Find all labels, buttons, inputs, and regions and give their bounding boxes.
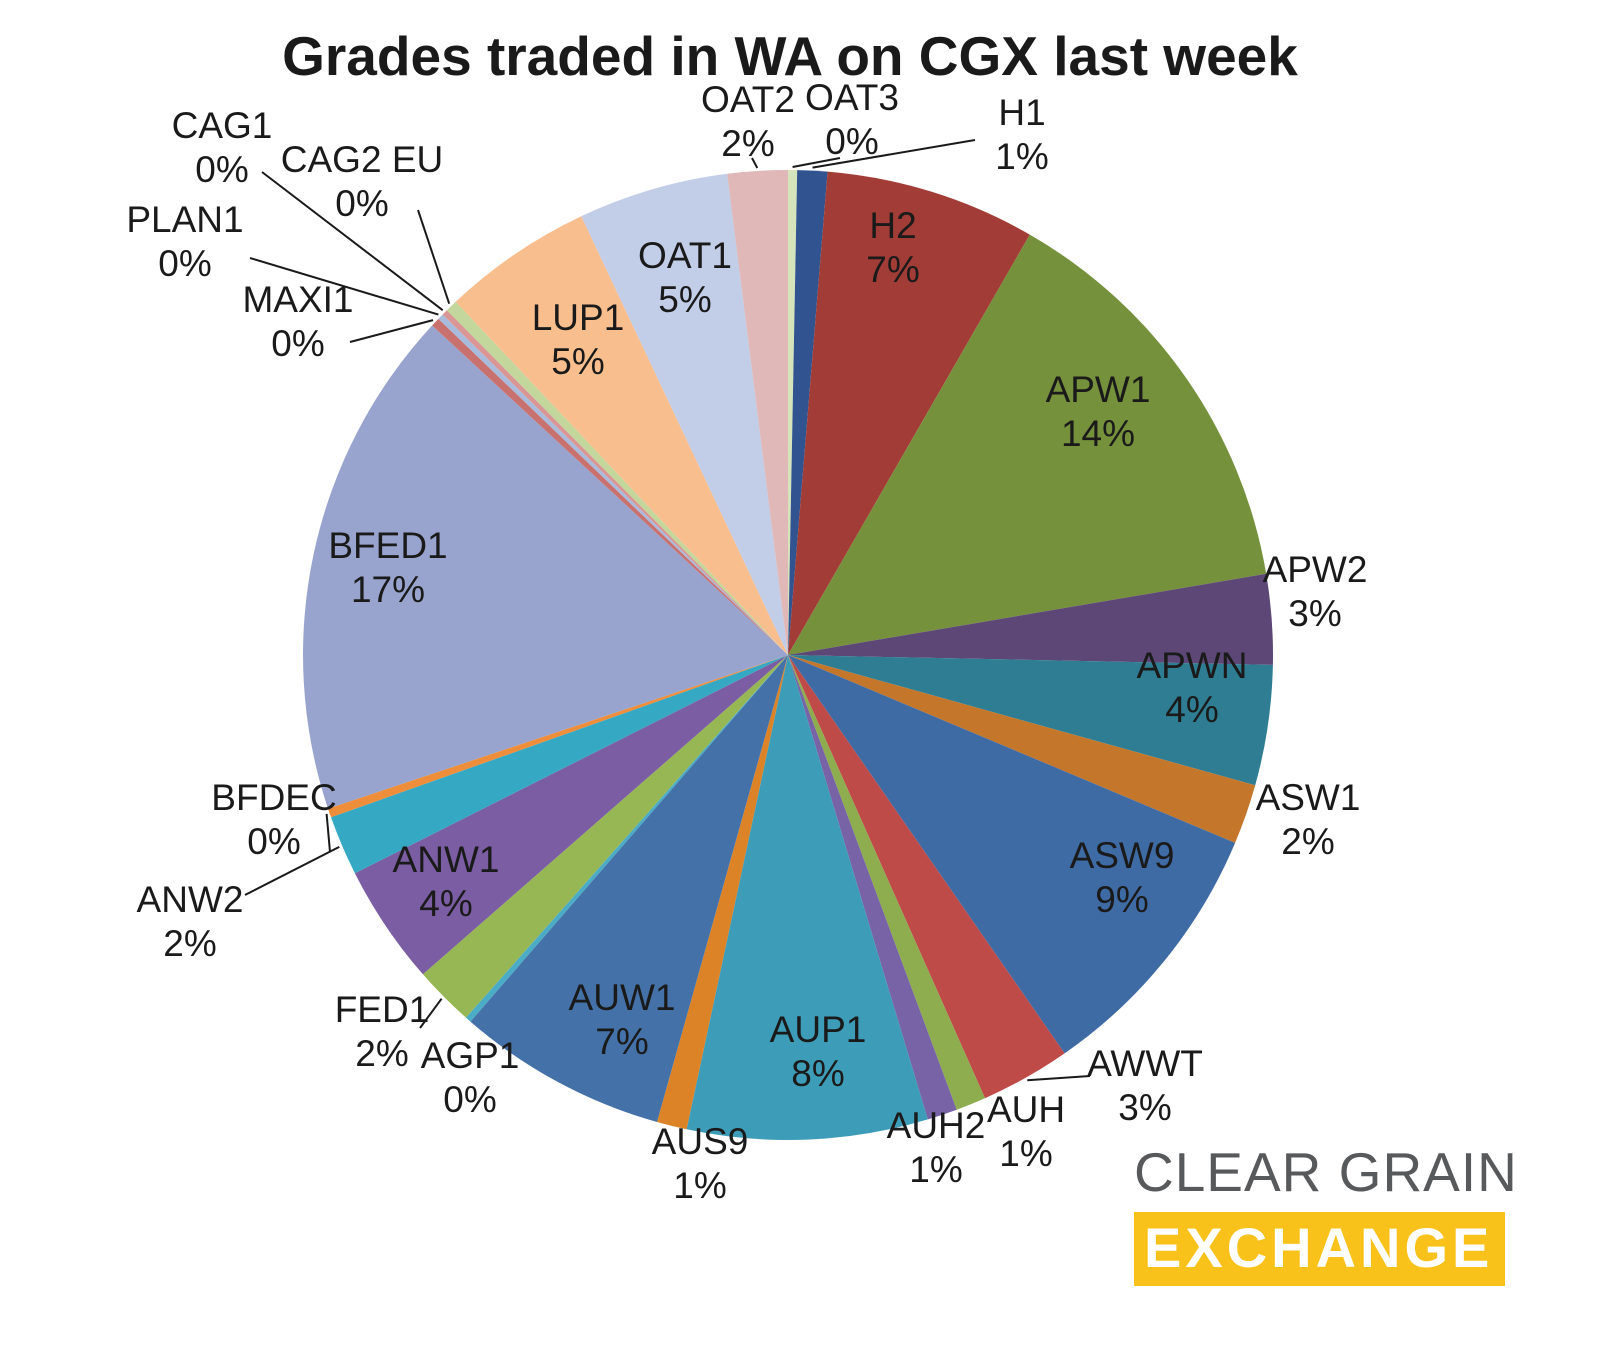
pie-slice-bfed1 bbox=[303, 325, 788, 809]
slice-label-pct-cag1: 0% bbox=[195, 149, 248, 190]
pie-slice-agp1 bbox=[465, 655, 788, 1022]
slice-label-name-h2: H2 bbox=[869, 205, 916, 246]
pie-slice-oat2 bbox=[727, 169, 788, 656]
slice-label-pct-agp1: 0% bbox=[443, 1079, 496, 1120]
slice-label-name-oat3: OAT3 bbox=[805, 77, 899, 118]
cgx-logo: CLEAR GRAIN EXCHANGE bbox=[1134, 1140, 1534, 1286]
slice-label-pct-apw2: 3% bbox=[1288, 593, 1341, 634]
slice-label-name-maxi1: MAXI1 bbox=[242, 279, 353, 320]
pie-slice-anw2 bbox=[331, 655, 788, 874]
slice-label-name-bfed1: BFED1 bbox=[328, 525, 447, 566]
slice-label-pct-oat2: 2% bbox=[721, 123, 774, 164]
leader-line-bfdec bbox=[325, 813, 331, 853]
leader-line-h1 bbox=[812, 139, 976, 169]
pie-slice-apw1 bbox=[788, 234, 1267, 655]
slice-label-name-asw1: ASW1 bbox=[1256, 777, 1361, 818]
pie-slice-h2 bbox=[788, 171, 1030, 655]
logo-text-exchange: EXCHANGE bbox=[1134, 1212, 1506, 1286]
slice-label-name-agp1: AGP1 bbox=[421, 1035, 520, 1076]
slice-label-pct-oat3: 0% bbox=[825, 121, 878, 162]
pie-slice-bfdec bbox=[328, 655, 788, 818]
slice-label-name-awwt: AWWT bbox=[1087, 1043, 1203, 1084]
pie-slice-anw1 bbox=[354, 655, 788, 975]
slice-label-pct-maxi1: 0% bbox=[271, 323, 324, 364]
slice-label-name-auh2: AUH2 bbox=[887, 1105, 986, 1146]
slice-label-pct-awwt: 3% bbox=[1118, 1087, 1171, 1128]
pie-slice-apwn bbox=[788, 655, 1273, 786]
leader-line-oat2 bbox=[751, 157, 759, 169]
slice-label-name-anw2: ANW2 bbox=[137, 879, 244, 920]
slice-label-pct-lup1: 5% bbox=[551, 341, 604, 382]
slice-label-pct-aus9: 1% bbox=[673, 1165, 726, 1206]
slice-label-pct-cag2-eu: 0% bbox=[335, 183, 388, 224]
slice-label-name-lup1: LUP1 bbox=[532, 297, 625, 338]
slice-label-pct-apwn: 4% bbox=[1165, 689, 1218, 730]
pie-slice-cag2-eu bbox=[446, 301, 788, 655]
slice-label-name-oat1: OAT1 bbox=[638, 235, 732, 276]
slice-label-pct-anw2: 2% bbox=[163, 923, 216, 964]
slice-label-name-auh: AUH bbox=[987, 1089, 1065, 1130]
slice-label-name-auw1: AUW1 bbox=[569, 977, 676, 1018]
pie-slice-cag1 bbox=[442, 310, 788, 655]
slice-label-pct-h2: 7% bbox=[866, 249, 919, 290]
slice-label-name-cag2-eu: CAG2 EU bbox=[281, 139, 443, 180]
pie-slice-apw2 bbox=[788, 573, 1274, 665]
pie-slice-fed1 bbox=[422, 655, 788, 1018]
pie-slice-auw1 bbox=[470, 655, 788, 1122]
slice-label-pct-aup1: 8% bbox=[791, 1053, 844, 1094]
slice-label-name-bfdec: BFDEC bbox=[211, 777, 336, 818]
pie-slice-awwt bbox=[788, 655, 1065, 1099]
pie-slice-plan1 bbox=[438, 314, 788, 655]
pie-slice-aup1 bbox=[686, 655, 928, 1141]
slice-label-pct-asw9: 9% bbox=[1095, 879, 1148, 920]
leader-line-oat3 bbox=[792, 157, 841, 168]
slice-label-name-plan1: PLAN1 bbox=[126, 199, 243, 240]
slice-label-pct-plan1: 0% bbox=[158, 243, 211, 284]
slice-label-name-anw1: ANW1 bbox=[393, 839, 500, 880]
leader-line-fed1 bbox=[419, 998, 443, 1029]
pie-slice-asw9 bbox=[788, 655, 1236, 1054]
chart-title: Grades traded in WA on CGX last week bbox=[282, 25, 1298, 87]
slice-label-name-fed1: FED1 bbox=[335, 989, 430, 1030]
leader-line-awwt bbox=[1027, 1075, 1091, 1082]
slice-label-name-oat2: OAT2 bbox=[701, 79, 795, 120]
slice-label-pct-bfed1: 17% bbox=[351, 569, 425, 610]
leader-line-anw2 bbox=[244, 846, 340, 896]
slice-label-pct-asw1: 2% bbox=[1281, 821, 1334, 862]
pie-slice-asw1 bbox=[788, 655, 1256, 843]
slice-label-name-apw2: APW2 bbox=[1263, 549, 1368, 590]
slice-label-name-apwn: APWN bbox=[1137, 645, 1248, 686]
pie-slice-h1 bbox=[788, 170, 828, 655]
slice-label-pct-fed1: 2% bbox=[355, 1033, 408, 1074]
pie-slice-lup1 bbox=[455, 216, 788, 655]
pie-slice-aus9 bbox=[657, 655, 788, 1130]
slice-label-pct-apw1: 14% bbox=[1061, 413, 1135, 454]
pie-slice-auh bbox=[788, 655, 985, 1110]
pie-slice-oat1 bbox=[581, 173, 788, 656]
pie-slice-auh2 bbox=[788, 655, 957, 1120]
slice-label-pct-bfdec: 0% bbox=[247, 821, 300, 862]
slice-label-name-aup1: AUP1 bbox=[770, 1009, 867, 1050]
slice-label-pct-h1: 1% bbox=[995, 136, 1048, 177]
slice-label-pct-auw1: 7% bbox=[595, 1021, 648, 1062]
slice-label-pct-anw1: 4% bbox=[419, 883, 472, 924]
slice-label-name-aus9: AUS9 bbox=[652, 1121, 749, 1162]
slice-label-pct-auh2: 1% bbox=[909, 1149, 962, 1190]
leader-line-cag2-eu bbox=[417, 209, 451, 305]
leader-line-plan1 bbox=[249, 257, 439, 316]
leader-line-cag1 bbox=[261, 171, 444, 311]
pie-slice-maxi1 bbox=[432, 318, 788, 655]
slice-label-name-h1: H1 bbox=[998, 92, 1045, 133]
pie-slice-oat3 bbox=[788, 170, 798, 655]
logo-text-clear-grain: CLEAR GRAIN bbox=[1134, 1141, 1518, 1203]
leader-line-maxi1 bbox=[349, 319, 434, 343]
slice-label-name-apw1: APW1 bbox=[1046, 369, 1151, 410]
slice-label-pct-auh: 1% bbox=[999, 1133, 1052, 1174]
slice-label-name-asw9: ASW9 bbox=[1070, 835, 1175, 876]
slice-label-name-cag1: CAG1 bbox=[172, 105, 273, 146]
slice-label-pct-oat1: 5% bbox=[658, 279, 711, 320]
